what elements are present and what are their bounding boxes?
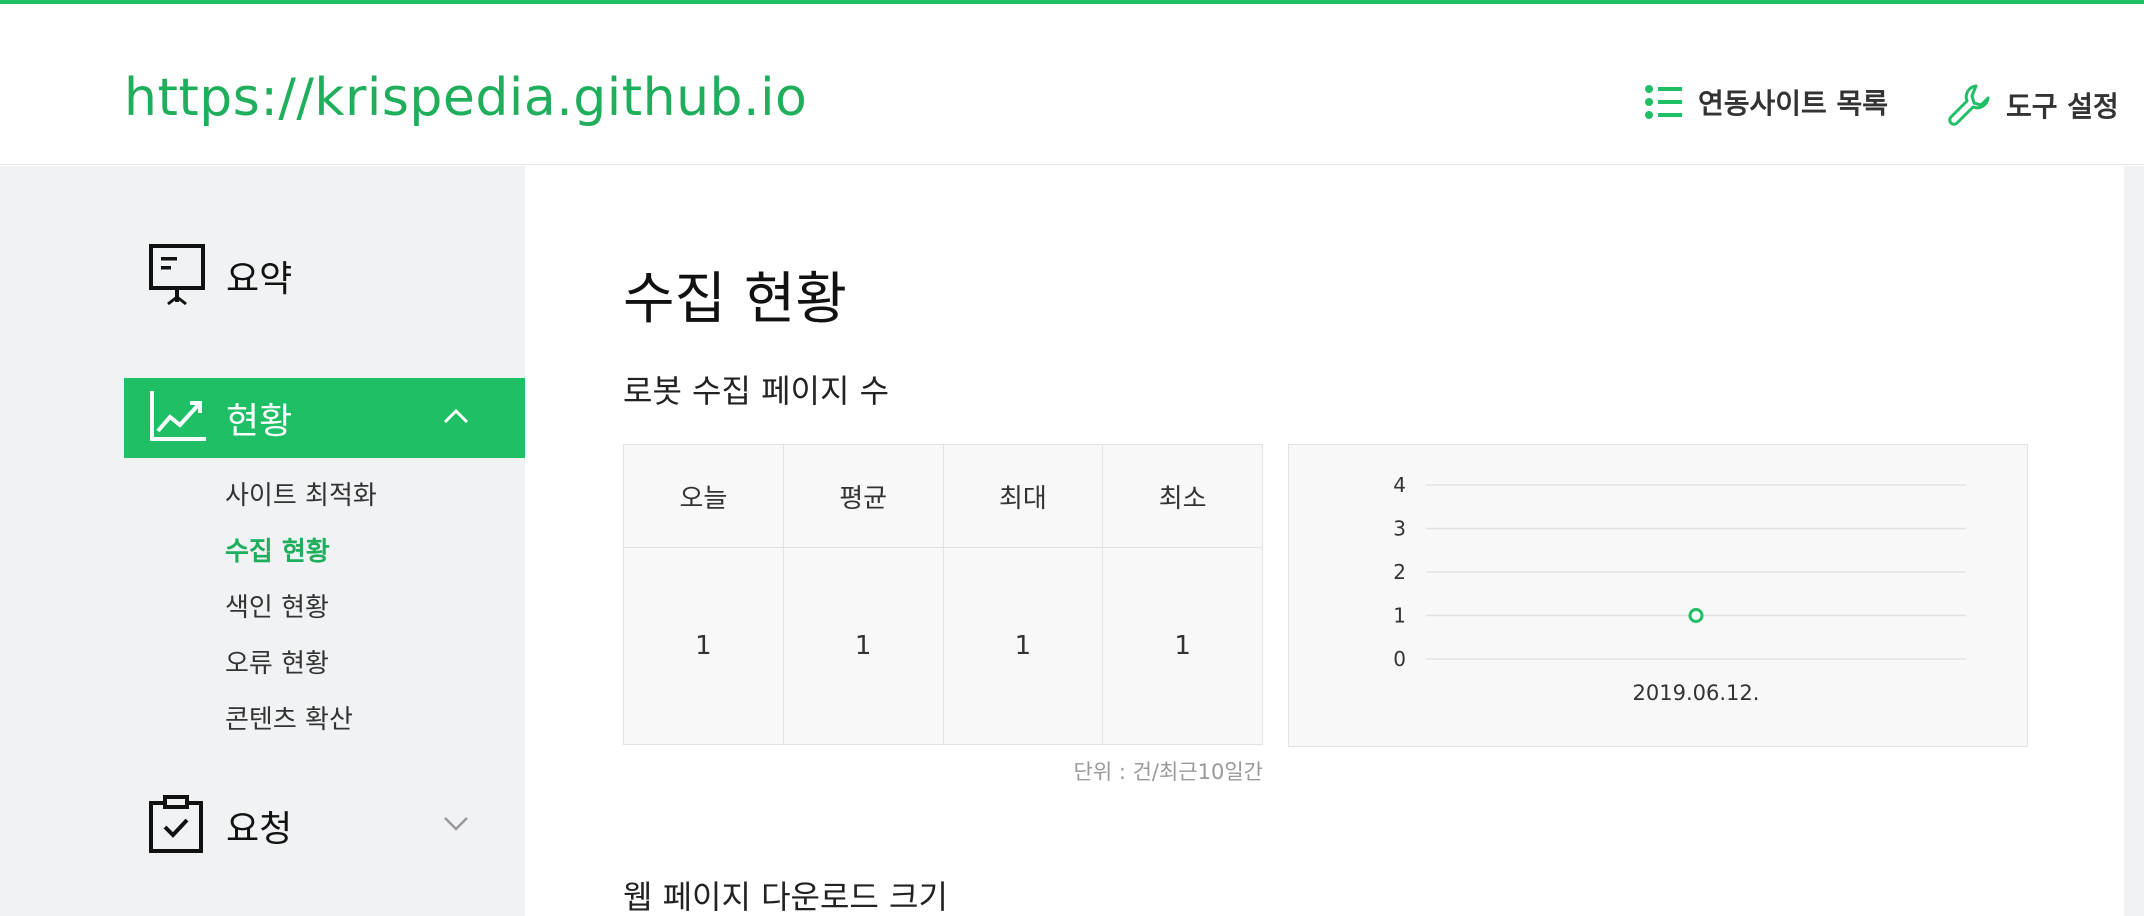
clipboard-check-icon xyxy=(148,794,204,858)
right-scroll-strip xyxy=(2124,166,2144,916)
submenu-item-site-optimization[interactable]: 사이트 최적화 xyxy=(225,481,377,511)
sidebar-item-summary[interactable]: 요약 xyxy=(124,236,525,316)
presentation-board-icon xyxy=(148,242,206,310)
main-content: 수집 현황 로봇 수집 페이지 수 오늘 평균 최대 최소 1 1 1 1 단위… xyxy=(525,166,2124,916)
sidebar-item-status-label: 현황 xyxy=(226,401,293,442)
top-accent-line xyxy=(0,0,2144,4)
linked-sites-label: 연동사이트 목록 xyxy=(1698,87,1889,120)
stats-header-average: 평균 xyxy=(782,444,944,548)
chevron-down-icon[interactable] xyxy=(443,816,469,836)
stats-header-min: 최소 xyxy=(1102,444,1263,548)
header: https://krispedia.github.io 연동사이트 목록 도구 … xyxy=(0,4,2144,165)
section-title-download-size: 웹 페이지 다운로드 크기 xyxy=(623,878,948,916)
chart-y-tick-label: 0 xyxy=(1393,647,1406,671)
stats-value-average: 1 xyxy=(782,547,944,745)
wrench-icon xyxy=(1946,82,1992,128)
chart-y-tick-label: 2 xyxy=(1393,560,1406,584)
submenu-item-crawl-status[interactable]: 수집 현황 xyxy=(225,537,330,567)
submenu-item-content-spread[interactable]: 콘텐츠 확산 xyxy=(225,705,353,735)
trend-chart-icon xyxy=(148,389,208,447)
chart-data-point xyxy=(1688,608,1704,623)
chart-y-tick-label: 3 xyxy=(1393,517,1406,541)
stats-header-today: 오늘 xyxy=(623,444,784,548)
chart-x-tick-label: 2019.06.12. xyxy=(1633,681,1760,705)
stats-header-max: 최대 xyxy=(942,444,1104,548)
submenu-item-index-status[interactable]: 색인 현황 xyxy=(225,593,329,623)
stats-value-today: 1 xyxy=(623,547,784,745)
status-submenu: 사이트 최적화 수집 현황 색인 현황 오류 현황 콘텐츠 확산 xyxy=(225,468,377,748)
list-icon xyxy=(1644,84,1684,120)
linked-sites-button[interactable]: 연동사이트 목록 xyxy=(1644,82,1888,122)
site-url[interactable]: https://krispedia.github.io xyxy=(124,68,808,128)
stats-value-max: 1 xyxy=(942,547,1104,745)
crawl-line-chart: 0 1 2 3 4 2019.06.12. xyxy=(1288,444,2028,747)
chevron-up-icon[interactable] xyxy=(443,408,469,428)
sidebar-item-request-label: 요청 xyxy=(226,809,293,850)
unit-note: 단위 : 건/최근10일간 xyxy=(1073,760,1263,784)
sidebar-item-summary-label: 요약 xyxy=(226,259,293,300)
tool-settings-button[interactable]: 도구 설정 xyxy=(1946,82,2119,128)
stats-header-row: 오늘 평균 최대 최소 xyxy=(623,444,1263,548)
crawl-stats-table: 오늘 평균 최대 최소 1 1 1 1 xyxy=(623,444,1263,745)
tool-settings-label: 도구 설정 xyxy=(2006,90,2119,123)
sidebar: 요약 현황 사이트 최적화 수집 현황 색인 현황 오류 현황 콘텐츠 확산 xyxy=(0,166,525,916)
chart-svg: 0 1 2 3 4 2019.06.12. xyxy=(1393,473,1966,705)
chart-y-tick-label: 1 xyxy=(1393,604,1406,628)
page-title: 수집 현황 xyxy=(623,267,847,332)
submenu-item-error-status[interactable]: 오류 현황 xyxy=(225,649,329,679)
stats-value-row: 1 1 1 1 xyxy=(623,547,1263,745)
sidebar-item-status[interactable]: 현황 xyxy=(124,378,525,458)
sidebar-item-request[interactable]: 요청 xyxy=(124,786,525,866)
section-title-robot-crawl: 로봇 수집 페이지 수 xyxy=(623,372,890,410)
stats-value-min: 1 xyxy=(1102,547,1263,745)
chart-y-tick-label: 4 xyxy=(1393,473,1406,497)
